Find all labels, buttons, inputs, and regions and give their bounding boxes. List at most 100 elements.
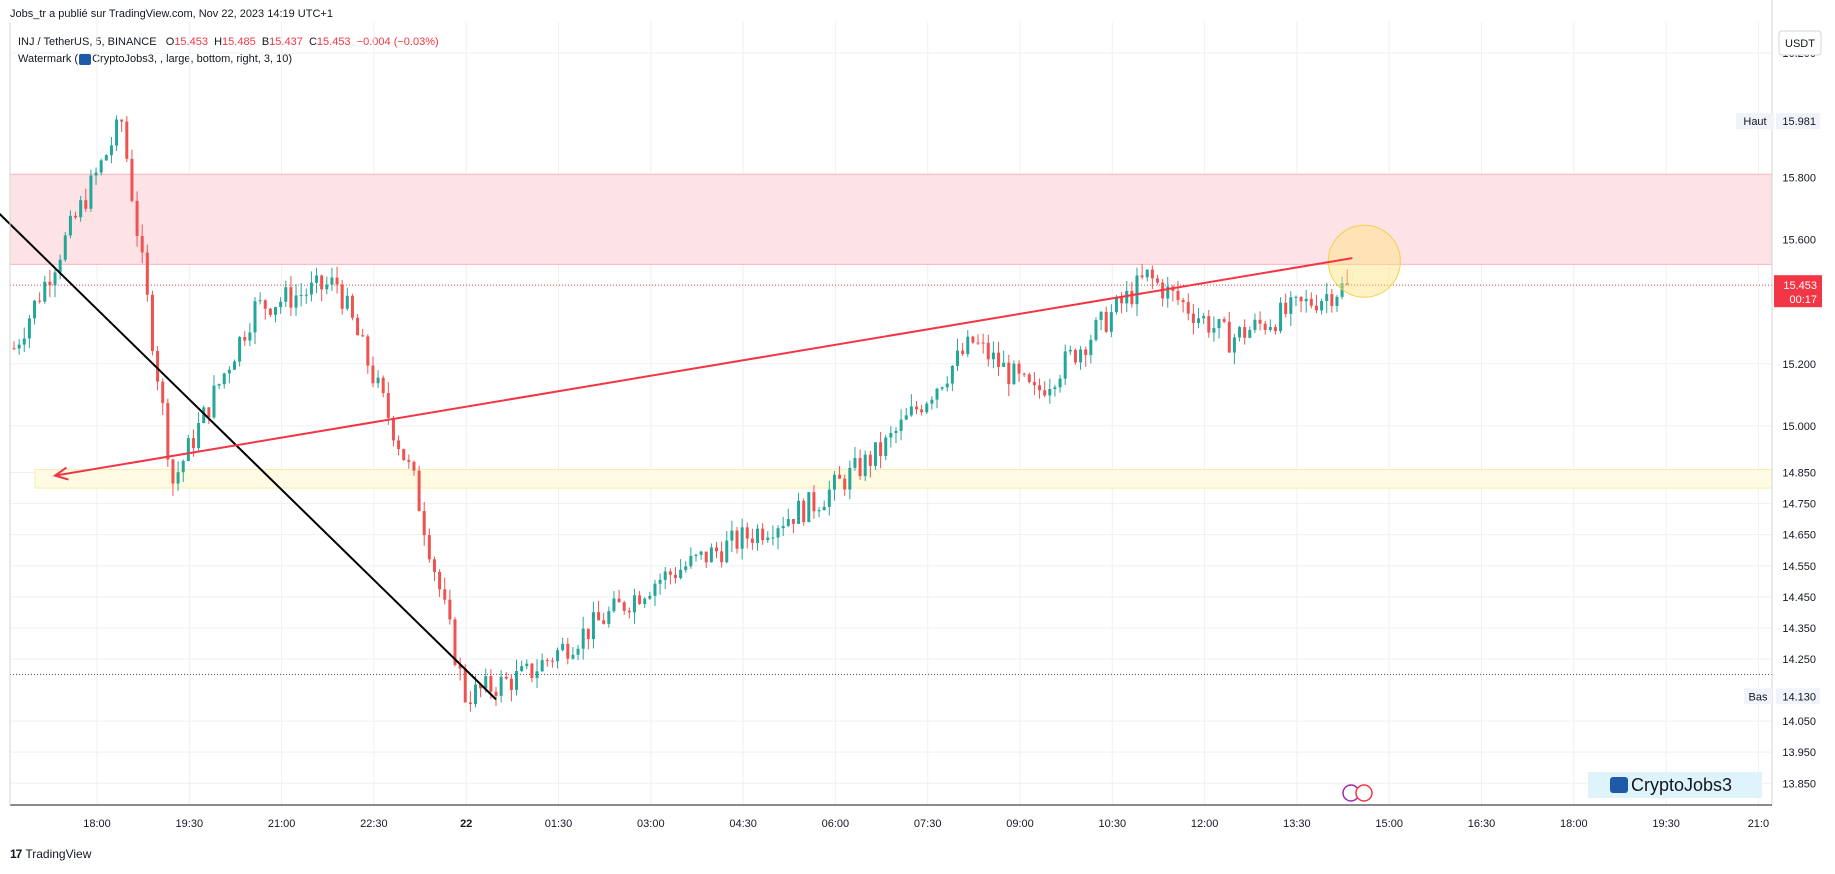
candle-body[interactable] <box>602 620 606 624</box>
candle-body[interactable] <box>576 648 580 655</box>
candle-body[interactable] <box>386 393 390 418</box>
candle-body[interactable] <box>1068 349 1072 352</box>
candle-body[interactable] <box>53 272 57 286</box>
candle-body[interactable] <box>474 684 477 704</box>
candle-body[interactable] <box>535 671 539 678</box>
candle-body[interactable] <box>715 547 719 552</box>
symbol-label[interactable]: INJ / TetherUS, 5, BINANCE <box>18 36 157 48</box>
candle-body[interactable] <box>720 551 724 563</box>
candle-body[interactable] <box>1202 316 1206 319</box>
candle-body[interactable] <box>274 307 278 315</box>
candle-body[interactable] <box>289 287 293 308</box>
candle-body[interactable] <box>1145 269 1149 278</box>
candle-body[interactable] <box>909 406 913 416</box>
candle-body[interactable] <box>186 438 190 461</box>
candle-body[interactable] <box>181 460 185 473</box>
candle-body[interactable] <box>684 566 688 570</box>
candle-body[interactable] <box>227 369 231 374</box>
candle-body[interactable] <box>653 583 657 596</box>
candle-body[interactable] <box>1114 297 1118 313</box>
candle-body[interactable] <box>258 300 262 302</box>
candle-body[interactable] <box>679 569 683 579</box>
candle-body[interactable] <box>381 377 385 394</box>
candle-body[interactable] <box>489 676 493 692</box>
candle-body[interactable] <box>1094 319 1098 340</box>
candle-body[interactable] <box>1186 302 1190 314</box>
candle-body[interactable] <box>1017 363 1021 374</box>
candle-body[interactable] <box>935 388 939 400</box>
candle-body[interactable] <box>161 381 165 404</box>
candle-body[interactable] <box>217 384 221 386</box>
candle-body[interactable] <box>1314 305 1318 311</box>
candle-body[interactable] <box>956 350 960 366</box>
candle-body[interactable] <box>1140 275 1144 278</box>
candle-body[interactable] <box>17 344 21 349</box>
candle-body[interactable] <box>945 383 949 388</box>
candle-body[interactable] <box>1104 311 1108 332</box>
candle-body[interactable] <box>120 119 124 122</box>
candle-body[interactable] <box>1253 319 1257 330</box>
candle-body[interactable] <box>366 336 370 366</box>
candle-body[interactable] <box>894 430 898 434</box>
candle-body[interactable] <box>1320 301 1324 311</box>
candle-body[interactable] <box>725 540 729 563</box>
candle-body[interactable] <box>694 554 698 556</box>
candle-body[interactable] <box>140 235 144 253</box>
candle-body[interactable] <box>771 537 775 539</box>
candle-body[interactable] <box>212 385 216 418</box>
candle-body[interactable] <box>1217 319 1221 329</box>
candle-body[interactable] <box>330 277 334 285</box>
candle-body[interactable] <box>648 595 652 599</box>
candle-body[interactable] <box>581 628 585 649</box>
candle-body[interactable] <box>1243 327 1247 338</box>
candle-body[interactable] <box>1048 389 1052 396</box>
candle-body[interactable] <box>432 559 436 572</box>
candle-body[interactable] <box>776 528 780 538</box>
candle-body[interactable] <box>786 519 790 526</box>
candle-body[interactable] <box>325 284 329 290</box>
candle-body[interactable] <box>104 155 108 161</box>
candle-body[interactable] <box>873 442 877 466</box>
candle-body[interactable] <box>453 619 457 665</box>
candle-body[interactable] <box>966 336 970 355</box>
candle-body[interactable] <box>1289 297 1293 314</box>
candle-body[interactable] <box>899 419 903 431</box>
candle-body[interactable] <box>443 589 447 600</box>
candle-body[interactable] <box>294 295 298 308</box>
candle-body[interactable] <box>58 259 62 273</box>
candle-body[interactable] <box>976 342 980 344</box>
candle-body[interactable] <box>509 678 513 690</box>
candle-body[interactable] <box>853 458 857 468</box>
candle-body[interactable] <box>689 555 693 567</box>
candle-body[interactable] <box>632 595 636 613</box>
candle-body[interactable] <box>940 387 944 389</box>
candle-body[interactable] <box>243 337 247 341</box>
trendline[interactable] <box>0 193 497 701</box>
candle-body[interactable] <box>340 284 344 309</box>
support-zone[interactable] <box>34 468 1773 489</box>
candle-body[interactable] <box>238 337 242 362</box>
candle-body[interactable] <box>284 287 288 302</box>
candle-body[interactable] <box>612 598 616 612</box>
candle-body[interactable] <box>663 571 667 580</box>
candle-body[interactable] <box>550 660 554 662</box>
candle-body[interactable] <box>1058 378 1062 388</box>
candle-body[interactable] <box>1038 385 1042 391</box>
candle-body[interactable] <box>458 664 462 669</box>
candle-body[interactable] <box>371 365 375 384</box>
candle-body[interactable] <box>484 676 488 689</box>
candle-body[interactable] <box>63 235 67 260</box>
candle-body[interactable] <box>12 348 16 350</box>
candle-body[interactable] <box>1284 302 1288 314</box>
candle-body[interactable] <box>1207 316 1211 333</box>
candle-body[interactable] <box>740 527 744 549</box>
candle-body[interactable] <box>673 574 677 579</box>
candle-body[interactable] <box>479 684 483 689</box>
candle-body[interactable] <box>643 598 647 604</box>
candle-body[interactable] <box>668 571 672 575</box>
candle-body[interactable] <box>130 158 134 201</box>
candle-body[interactable] <box>986 342 990 360</box>
candle-body[interactable] <box>515 671 519 690</box>
candle-body[interactable] <box>797 500 801 524</box>
